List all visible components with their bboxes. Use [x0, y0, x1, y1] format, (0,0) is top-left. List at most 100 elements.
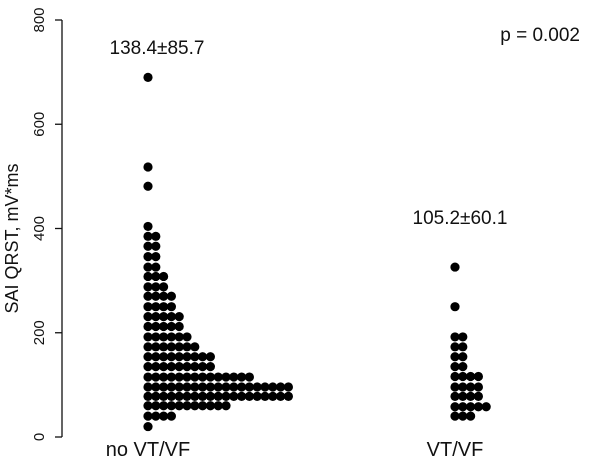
- data-point: [450, 402, 460, 412]
- data-point: [466, 382, 476, 392]
- data-point: [473, 391, 483, 401]
- data-point: [151, 282, 161, 292]
- data-point: [151, 321, 161, 332]
- data-point: [458, 391, 468, 401]
- data-point: [151, 332, 161, 342]
- data-point: [190, 391, 200, 401]
- data-point: [205, 352, 215, 362]
- data-point: [450, 302, 460, 312]
- data-point: [190, 342, 200, 352]
- data-point: [159, 382, 169, 392]
- data-point: [466, 371, 476, 382]
- data-point: [166, 352, 176, 362]
- data-point: [260, 382, 270, 392]
- data-point: [458, 411, 468, 421]
- data-point: [466, 402, 476, 412]
- data-point: [244, 391, 254, 401]
- data-point: [166, 342, 176, 352]
- data-point: [458, 402, 468, 412]
- data-point: [213, 372, 223, 382]
- data-point: [143, 162, 153, 172]
- data-point: [190, 382, 200, 392]
- data-point: [458, 382, 468, 392]
- y-axis-title: SAI QRST, mV*ms: [2, 163, 22, 313]
- data-point: [450, 382, 460, 392]
- data-point: [182, 362, 192, 372]
- data-point: [151, 262, 161, 272]
- data-point: [159, 332, 169, 342]
- data-point: [268, 382, 278, 392]
- data-point: [159, 342, 169, 352]
- data-point: [450, 371, 460, 382]
- data-point: [458, 371, 468, 382]
- data-point: [151, 271, 161, 282]
- data-point: [450, 411, 460, 421]
- y-tick-label: 600: [31, 112, 48, 137]
- data-point: [166, 391, 176, 401]
- data-point: [190, 352, 200, 362]
- data-point: [151, 352, 161, 362]
- data-point: [182, 332, 192, 342]
- data-point: [151, 342, 161, 352]
- data-point: [143, 411, 153, 421]
- data-point: [205, 401, 215, 411]
- data-point: [151, 401, 161, 411]
- data-point: [450, 352, 460, 362]
- data-point: [190, 401, 200, 411]
- data-point: [458, 362, 468, 372]
- group-stat-no-vt-vf: 138.4±85.7: [110, 38, 205, 59]
- data-point: [237, 391, 247, 401]
- data-point: [143, 321, 153, 332]
- data-point: [143, 241, 153, 251]
- data-point: [151, 241, 161, 251]
- data-point: [143, 421, 153, 432]
- data-point: [229, 382, 239, 392]
- category-label-vt-vf: VT/VF: [427, 439, 484, 461]
- data-point: [174, 311, 184, 322]
- data-point: [229, 391, 239, 401]
- data-point: [166, 332, 176, 342]
- data-point: [159, 362, 169, 372]
- data-point: [450, 262, 460, 272]
- data-point: [143, 342, 153, 352]
- data-point: [450, 362, 460, 372]
- data-point: [205, 362, 215, 372]
- data-point: [151, 231, 161, 241]
- data-point: [143, 391, 153, 401]
- data-point: [151, 311, 161, 322]
- data-point: [221, 391, 231, 401]
- data-point: [143, 181, 153, 191]
- data-point: [198, 362, 208, 372]
- data-point: [166, 291, 176, 301]
- data-point: [221, 401, 231, 411]
- data-point: [143, 291, 153, 301]
- data-point: [159, 401, 169, 411]
- data-point: [221, 382, 231, 392]
- group-stat-vt-vf: 105.2±60.1: [413, 208, 508, 229]
- data-point: [174, 401, 184, 411]
- data-point: [205, 391, 215, 401]
- data-point: [198, 382, 208, 392]
- data-points: [143, 72, 491, 432]
- y-axis-ticks: 0 200 400 600 800: [31, 7, 62, 441]
- data-point: [174, 332, 184, 342]
- data-point: [159, 302, 169, 312]
- data-point: [174, 352, 184, 362]
- data-point: [198, 352, 208, 362]
- data-point: [466, 411, 476, 421]
- data-point: [174, 342, 184, 352]
- y-tick-label: 400: [31, 216, 48, 241]
- y-tick-label: 200: [31, 320, 48, 345]
- data-point: [466, 391, 476, 401]
- data-point: [166, 362, 176, 372]
- data-point: [481, 402, 491, 412]
- data-point: [143, 271, 153, 282]
- data-point: [260, 391, 270, 401]
- category-label-no-vt-vf: no VT/VF: [106, 439, 190, 461]
- data-point: [159, 321, 169, 332]
- data-point: [151, 291, 161, 301]
- data-point: [166, 372, 176, 382]
- data-point: [166, 382, 176, 392]
- data-point: [473, 402, 483, 412]
- data-point: [166, 411, 176, 421]
